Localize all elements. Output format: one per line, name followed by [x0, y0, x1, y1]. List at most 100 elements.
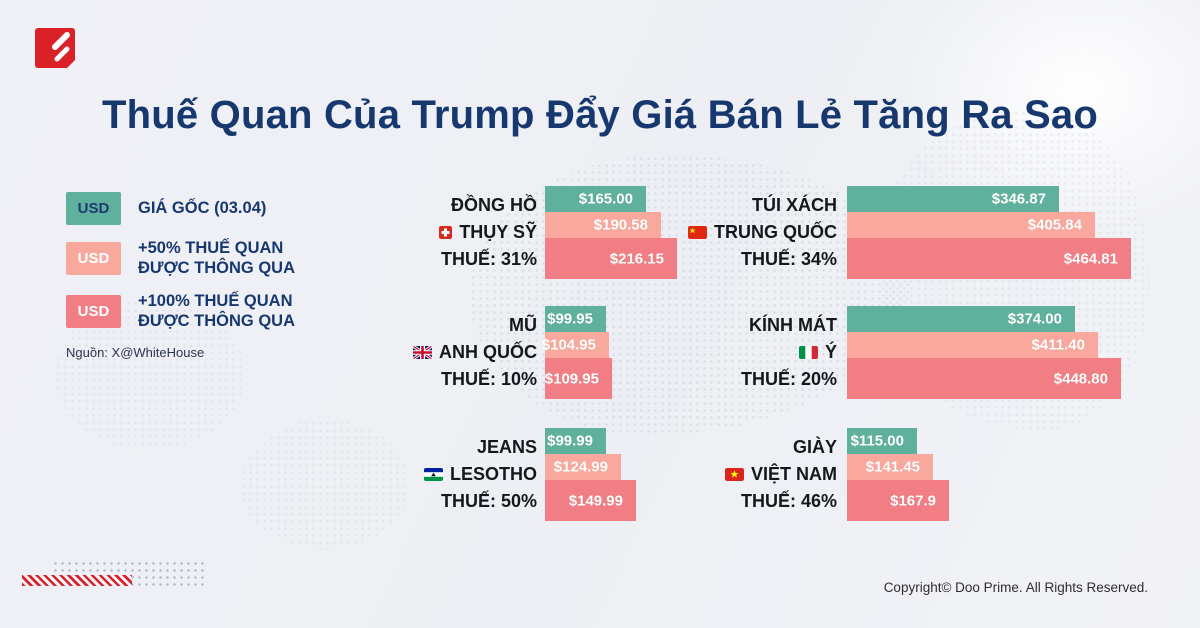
bar-value-label: $124.99 [553, 458, 608, 476]
tariff-rate: THUẾ: 46% [740, 491, 837, 511]
united-kingdom-flag-icon [413, 346, 432, 359]
product-name: ĐỒNG HỒ [450, 195, 537, 215]
chart-group-hats: MŨ ANH QUỐC THUẾ: 10% $99.95 $104.95 $10… [347, 306, 612, 399]
country-line: VIỆT NAM [647, 461, 837, 488]
bar-tariff-100: $167.9 [847, 480, 949, 521]
bar-value-label: $165.00 [578, 190, 633, 208]
bar-tariff-100: $448.80 [847, 358, 1121, 399]
group-labels: JEANS LESOTHO THUẾ: 50% [347, 428, 537, 521]
bar-tariff-50: $411.40 [847, 332, 1098, 358]
tariff-rate: THUẾ: 34% [740, 249, 837, 269]
chart-group-handbags: TÚI XÁCH TRUNG QUỐC THUẾ: 34% $346.87 $4… [647, 186, 1131, 279]
bar-value-label: $167.9 [890, 492, 936, 509]
bar-value-label: $109.95 [544, 370, 599, 387]
product-name: GIÀY [792, 437, 837, 457]
legend-swatch-salmon: USD [66, 241, 121, 275]
bar-tariff-50: $141.45 [847, 454, 933, 480]
bar-tariff-100: $149.99 [545, 480, 636, 521]
bar-stack: $374.00 $411.40 $448.80 [847, 306, 1121, 399]
tariff-rate: THUẾ: 31% [440, 249, 537, 269]
legend-swatch-teal: USD [66, 192, 121, 225]
product-name: KÍNH MÁT [749, 315, 837, 335]
bar-value-label: $464.81 [1063, 250, 1118, 267]
country-name: THỤY SỸ [459, 222, 537, 242]
bar-value-label: $411.40 [1031, 336, 1085, 354]
bar-value-label: $448.80 [1053, 370, 1108, 387]
group-labels: KÍNH MÁT Ý THUẾ: 20% [647, 306, 837, 399]
bar-value-label: $216.15 [609, 250, 664, 267]
bar-stack: $346.87 $405.84 $464.81 [847, 186, 1131, 279]
bar-original-price: $115.00 [847, 428, 917, 454]
legend-item-original-price: USD GIÁ GỐC (03.04) [66, 192, 295, 225]
page-title: Thuế Quan Của Trump Đẩy Giá Bán Lẻ Tăng … [101, 93, 1099, 137]
country-line: TRUNG QUỐC [647, 219, 837, 246]
country-name: VIỆT NAM [750, 464, 837, 484]
country-line: THỤY SỸ [347, 219, 537, 246]
bar-original-price: $99.95 [545, 306, 606, 332]
bar-value-label: $99.95 [547, 310, 593, 328]
bar-tariff-100: $464.81 [847, 238, 1131, 279]
country-name: LESOTHO [449, 464, 537, 484]
bar-value-label: $374.00 [1007, 310, 1062, 328]
country-name: ANH QUỐC [439, 342, 537, 362]
bar-tariff-50: $190.58 [545, 212, 661, 238]
bar-value-label: $115.00 [850, 432, 904, 450]
legend-swatch-pink: USD [66, 294, 121, 328]
bar-tariff-100: $216.15 [545, 238, 677, 279]
bar-stack: $99.95 $104.95 $109.95 [541, 306, 612, 399]
bar-value-label: $99.99 [547, 432, 593, 450]
legend-label: +50% THUẾ QUAN ĐƯỢC THÔNG QUA [138, 239, 296, 278]
group-labels: MŨ ANH QUỐC THUẾ: 10% [347, 306, 537, 399]
tariff-rate: THUẾ: 50% [440, 491, 537, 511]
source-note: Nguồn: X@WhiteHouse [66, 344, 205, 360]
country-line: Ý [647, 339, 837, 366]
bar-value-label: $149.99 [568, 492, 623, 509]
bar-stack: $99.99 $124.99 $149.99 [545, 428, 636, 521]
legend: USD GIÁ GỐC (03.04) USD +50% THUẾ QUAN Đ… [66, 192, 295, 360]
bar-stack: $165.00 $190.58 $216.15 [545, 186, 677, 279]
group-labels: ĐỒNG HỒ THỤY SỸ THUẾ: 31% [347, 186, 537, 279]
bar-original-price: $165.00 [545, 186, 646, 212]
switzerland-flag-icon [439, 226, 453, 239]
doo-prime-logo-icon [33, 26, 77, 75]
chart-group-jeans: JEANS LESOTHO THUẾ: 50% $99.99 $124.99 $… [347, 428, 636, 521]
product-name: JEANS [476, 437, 537, 457]
bar-original-price: $374.00 [847, 306, 1075, 332]
italy-flag-icon [798, 346, 818, 359]
group-labels: TÚI XÁCH TRUNG QUỐC THUẾ: 34% [647, 186, 837, 279]
bar-value-label: $104.95 [541, 336, 596, 354]
striped-bar-decoration [22, 575, 132, 586]
bar-value-label: $190.58 [593, 216, 648, 234]
lesotho-flag-icon [423, 468, 443, 481]
country-line: LESOTHO [347, 461, 537, 488]
bar-tariff-50: $124.99 [545, 454, 621, 480]
tariff-rate: THUẾ: 10% [440, 369, 537, 389]
bar-value-label: $346.87 [991, 190, 1046, 208]
legend-label: GIÁ GỐC (03.04) [138, 199, 267, 218]
country-name: Ý [824, 342, 837, 362]
bar-tariff-50: $405.84 [847, 212, 1095, 238]
legend-item-tariff-100: USD +100% THUẾ QUAN ĐƯỢC THÔNG QUA [66, 291, 295, 331]
chart-group-shoes: GIÀY VIỆT NAM THUẾ: 46% $115.00 $141.45 … [647, 428, 949, 521]
bar-stack: $115.00 $141.45 $167.9 [847, 428, 949, 521]
china-flag-icon [688, 226, 707, 239]
legend-item-tariff-50: USD +50% THUẾ QUAN ĐƯỢC THÔNG QUA [66, 238, 295, 278]
chart-group-watches: ĐỒNG HỒ THỤY SỸ THUẾ: 31% $165.00 $190.5… [347, 186, 677, 279]
product-name: TÚI XÁCH [752, 195, 837, 215]
copyright-text: Copyright© Doo Prime. All Rights Reserve… [883, 580, 1148, 595]
legend-label: +100% THUẾ QUAN ĐƯỢC THÔNG QUA [138, 292, 296, 331]
bar-value-label: $405.84 [1027, 216, 1082, 234]
bar-original-price: $99.99 [545, 428, 606, 454]
bar-value-label: $141.45 [865, 458, 920, 476]
chart-group-sunglasses: KÍNH MÁT Ý THUẾ: 20% $374.00 $411.40 $44… [647, 306, 1121, 399]
country-line: ANH QUỐC [347, 339, 537, 366]
country-name: TRUNG QUỐC [714, 222, 837, 242]
bar-tariff-100: $109.95 [545, 358, 612, 399]
group-labels: GIÀY VIỆT NAM THUẾ: 46% [647, 428, 837, 521]
product-name: MŨ [509, 315, 537, 335]
bar-tariff-50: $104.95 [541, 332, 609, 358]
bar-original-price: $346.87 [847, 186, 1059, 212]
tariff-rate: THUẾ: 20% [740, 369, 837, 389]
vietnam-flag-icon [724, 468, 744, 481]
